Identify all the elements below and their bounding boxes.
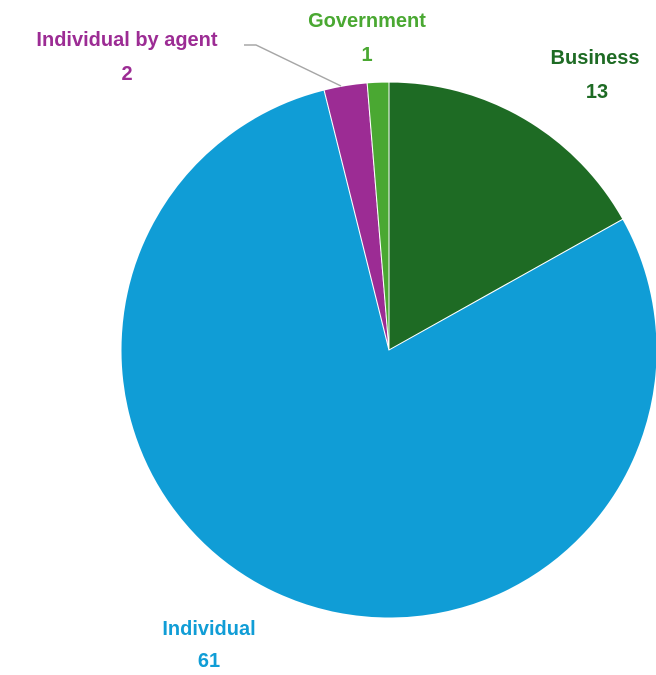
label-business-name: Business — [551, 47, 640, 69]
slice-business — [388, 81, 624, 351]
label-government-value: 1 — [361, 44, 372, 66]
label-government-name: Government — [308, 10, 426, 32]
slice-government — [366, 81, 390, 351]
label-individual-by-agent-name: Individual by agent — [36, 29, 217, 51]
leader-line-individual-by-agent — [244, 44, 342, 87]
leader-lines — [244, 44, 342, 87]
label-individual-value: 61 — [198, 650, 220, 672]
label-individual-by-agent-value: 2 — [121, 63, 132, 85]
slice-individual — [120, 89, 656, 619]
pie-slices — [120, 81, 656, 619]
label-business-value: 13 — [586, 81, 608, 103]
label-individual-name: Individual — [162, 618, 255, 640]
